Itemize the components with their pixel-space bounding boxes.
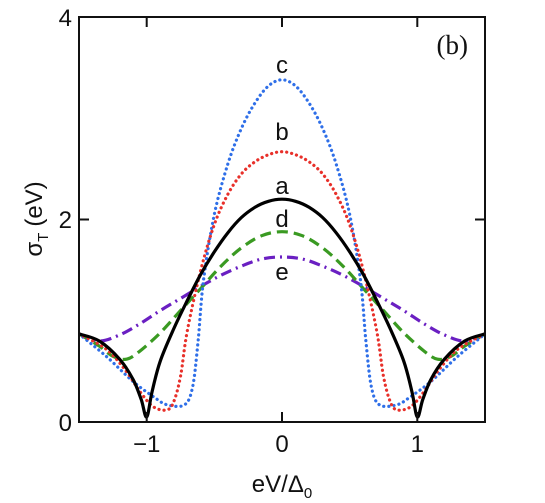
curve-d	[79, 230, 485, 362]
curve-label-b: b	[275, 119, 288, 146]
y-axis-title-unit: (eV)	[21, 181, 48, 226]
curve-c	[79, 78, 485, 409]
x-tick-label-1: 1	[411, 431, 424, 458]
curve-e	[79, 255, 485, 343]
y-tick-label-0: 0	[59, 410, 72, 437]
curve-label-a: a	[275, 173, 289, 200]
y-tick-label-4: 4	[59, 5, 72, 32]
curve-a	[79, 197, 485, 419]
x-axis-title-sub: 0	[304, 485, 312, 502]
curve-label-d: d	[275, 206, 288, 233]
y-axis-title-main: σ	[21, 242, 48, 257]
y-tick-label-2: 2	[59, 207, 72, 234]
curve-label-e: e	[275, 259, 288, 286]
x-axis-title: eV/Δ0	[252, 471, 312, 502]
x-tick-label-0: 0	[275, 431, 288, 458]
curves-layer	[79, 78, 485, 419]
x-axis-title-main: eV/Δ	[252, 471, 304, 498]
tick-marks	[79, 17, 485, 422]
y-axis-title: σT (eV)	[21, 181, 52, 256]
curve-b	[79, 150, 485, 412]
x-tick-label-neg1: −1	[133, 431, 160, 458]
panel-label: (b)	[437, 30, 468, 60]
curve-label-c: c	[276, 52, 288, 79]
y-axis-title-sub: T	[35, 233, 52, 242]
